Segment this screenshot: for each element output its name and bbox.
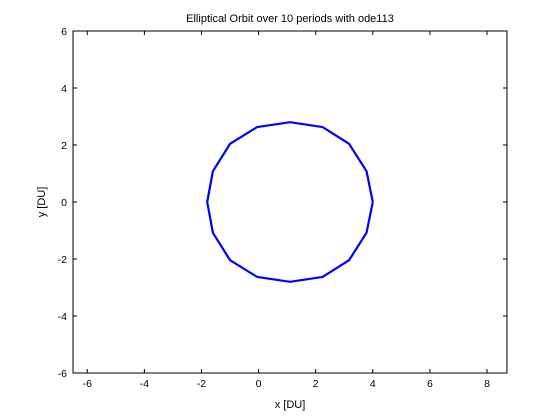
x-tick-label: 2 [313, 378, 319, 390]
x-tick-labels: -6 -4 -2 0 2 4 6 8 [83, 378, 490, 390]
y-axis-label: y [DU] [36, 187, 48, 218]
y-tick-labels: -6 -4 -2 0 2 4 6 [58, 26, 68, 380]
y-tick-label: 4 [61, 83, 67, 95]
x-tick-label: 0 [256, 378, 262, 390]
y-tick-label: 2 [61, 140, 67, 152]
x-tick-label: 6 [427, 378, 433, 390]
plot-area [72, 30, 508, 374]
y-tick-label: 0 [61, 197, 67, 209]
x-tick-label: 8 [484, 378, 490, 390]
y-tick-label: -2 [58, 254, 67, 266]
axis-ticks [73, 30, 507, 374]
x-tick-label: -4 [140, 378, 149, 390]
y-tick-label: -6 [58, 368, 67, 380]
x-tick-label: -6 [83, 378, 92, 390]
chart-title: Elliptical Orbit over 10 periods with od… [186, 13, 394, 25]
x-tick-label: 4 [370, 378, 376, 390]
y-tick-label: 6 [61, 26, 67, 38]
y-tick-label: -4 [58, 311, 67, 323]
series-layer [206, 121, 374, 283]
orbit-line [206, 121, 374, 283]
x-axis-label: x [DU] [275, 399, 306, 411]
x-tick-label: -2 [197, 378, 206, 390]
